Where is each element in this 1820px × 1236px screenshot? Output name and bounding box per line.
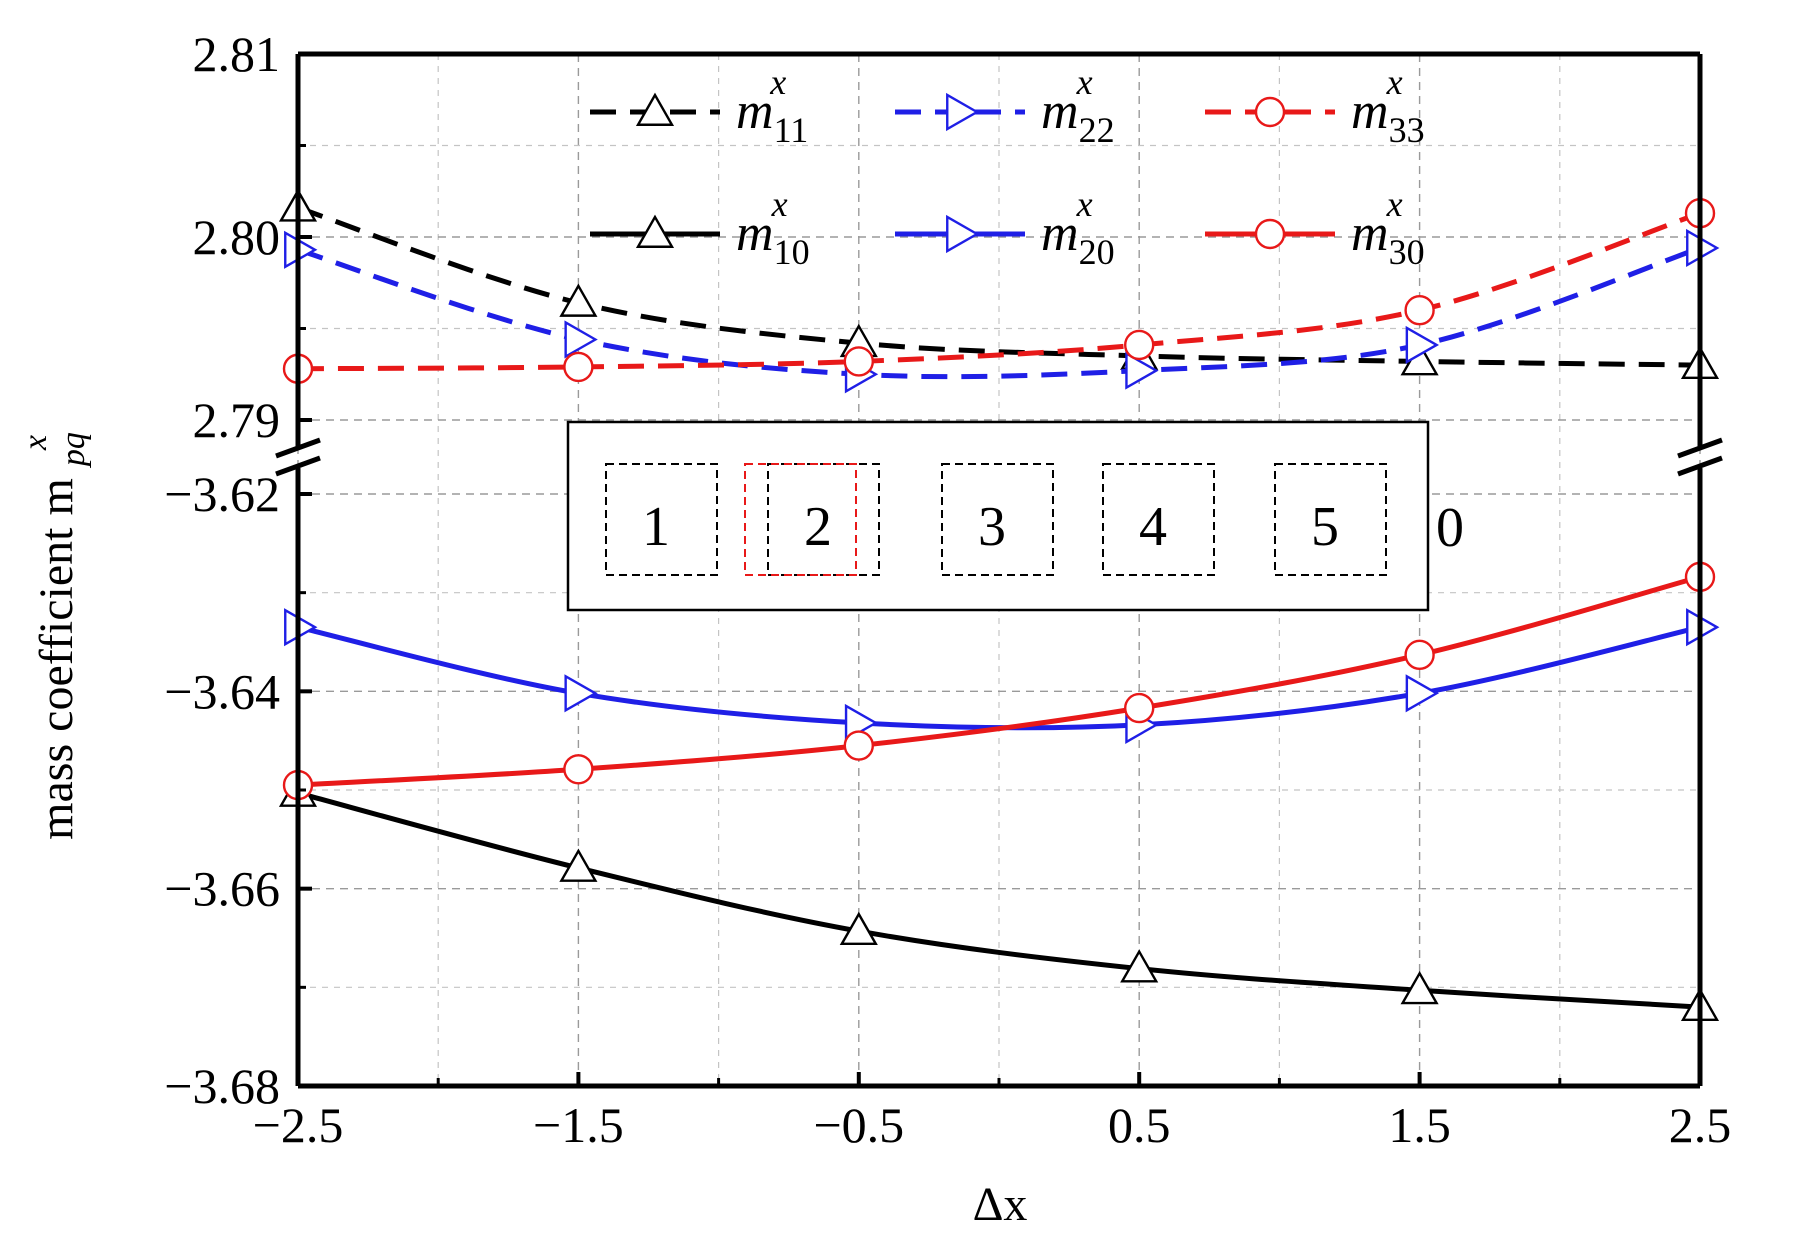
legend-item-m30: m30x	[1205, 184, 1425, 272]
data-point-m22-1	[564, 320, 598, 359]
y-axis-title: mass coefficient m pq x	[17, 420, 95, 840]
inset-origin-label: 0	[1436, 497, 1464, 559]
legend-item-m33: m33x	[1205, 62, 1425, 150]
data-point-m10-3	[1120, 949, 1159, 983]
svg-text:mass coefficient m pq: mass coefficient m pq x	[17, 420, 95, 840]
inset-square-3	[941, 463, 1054, 576]
y-tick-label-upper: 2.80	[193, 209, 281, 265]
data-point-m33-4	[1404, 295, 1435, 326]
series-line-m33	[297, 210, 1701, 372]
legend: m11x m22x m33x m10x m20x m30x	[590, 62, 1425, 272]
data-point-m10-1	[559, 848, 598, 882]
data-point-m22-4	[1405, 325, 1440, 365]
x-tick-label: 2.5	[1669, 1097, 1732, 1153]
legend-label: m20x	[1041, 184, 1115, 272]
data-point-m33-2	[843, 346, 874, 377]
data-point-m33-1	[563, 351, 594, 383]
x-axis-title: Δx	[973, 1178, 1028, 1231]
inset-square-label-5: 5	[1311, 496, 1339, 558]
y-tick-label-lower: −3.66	[164, 861, 280, 917]
x-tick-label: 1.5	[1388, 1097, 1451, 1153]
legend-swatch-marker	[635, 214, 675, 248]
axis-ticks: −2.5 −1.5 −0.5 0.5 1.5 2.5 2.81 2.80 2.79 −3.62 −3…	[164, 26, 1731, 1153]
legend-label: m30x	[1351, 184, 1425, 272]
data-point-m20-4	[1405, 674, 1440, 713]
legend-swatch-marker	[946, 92, 980, 132]
inset-box: 1 2 3 4 5 0	[566, 420, 1464, 612]
inset-square-label-2: 2	[804, 496, 832, 558]
y-axis-title-sub: pq	[55, 432, 92, 468]
y-tick-label-lower: −3.62	[164, 466, 280, 522]
data-point-m10-2	[839, 911, 878, 946]
legend-item-m10: m10x	[590, 184, 810, 272]
data-point-m22-3	[1125, 351, 1159, 390]
legend-label: m10x	[736, 184, 810, 272]
data-point-m20-1	[564, 674, 598, 713]
data-point-m10-4	[1400, 970, 1439, 1005]
y-axis-title-sup: x	[17, 435, 54, 451]
data-point-m30-2	[843, 730, 874, 761]
legend-swatch-marker	[1254, 218, 1286, 250]
x-tick-label: −0.5	[813, 1097, 904, 1153]
data-point-m30-1	[563, 754, 594, 785]
x-tick-label: −1.5	[533, 1097, 624, 1153]
data-point-m11-1	[559, 283, 598, 317]
inset-square-4	[1102, 463, 1215, 576]
legend-item-m22: m22x	[895, 62, 1115, 150]
inset-square-1	[605, 463, 718, 576]
y-tick-label-lower: −3.68	[164, 1058, 280, 1114]
data-point-m33-3	[1123, 329, 1155, 361]
y-tick-label-upper: 2.79	[193, 392, 281, 448]
inset-square-label-4: 4	[1139, 496, 1167, 558]
series-line-m10	[297, 790, 1701, 1010]
data-point-m30-4	[1404, 639, 1435, 671]
inset-square-label-3: 3	[978, 496, 1006, 558]
legend-label: m11x	[736, 62, 808, 150]
data-point-m30-3	[1123, 692, 1155, 724]
y-axis-title-main: mass coefficient m	[30, 478, 83, 840]
inset-diagram: 1 2 3 4 5 0	[566, 420, 1464, 612]
y-tick-label-lower: −3.64	[164, 663, 280, 719]
axis-break-mark	[1677, 455, 1723, 477]
legend-swatch-marker	[635, 92, 675, 126]
y-tick-label-upper: 2.81	[193, 26, 281, 82]
series-line-m11	[297, 205, 1701, 368]
axis-break-mark	[275, 437, 321, 459]
series-line-m22	[297, 245, 1701, 380]
legend-item-m20: m20x	[895, 184, 1115, 272]
axis-break-mark	[275, 455, 321, 477]
inset-square-5	[1274, 463, 1387, 576]
inset-frame	[566, 420, 1430, 612]
legend-item-m11: m11x	[590, 62, 808, 150]
inset-square-2-displaced	[744, 463, 857, 576]
x-tick-label: 0.5	[1108, 1097, 1171, 1153]
legend-label: m33x	[1351, 62, 1425, 150]
legend-swatch-marker	[1254, 96, 1286, 128]
inset-square-label-1: 1	[642, 496, 670, 558]
axis-break-mark	[1677, 437, 1723, 459]
legend-label: m22x	[1041, 62, 1115, 150]
x-tick-label: −2.5	[253, 1097, 344, 1153]
series-line-m30	[297, 574, 1701, 788]
legend-swatch-marker	[946, 214, 980, 254]
